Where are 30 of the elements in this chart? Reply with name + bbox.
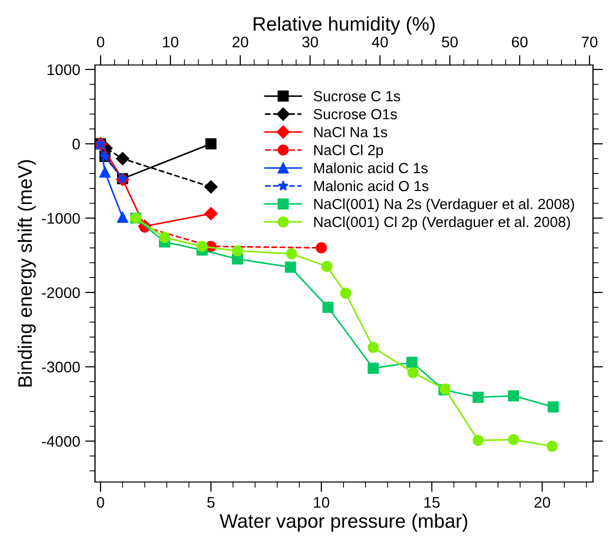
- x2-tick-label: 50: [442, 36, 458, 48]
- x2-axis-title: Relative humidity (%): [254, 16, 435, 35]
- x2-tick-label: 40: [372, 36, 388, 48]
- x-tick-label: 10: [314, 496, 330, 508]
- y-tick-label: 0: [72, 138, 80, 150]
- x2-tick-label: 20: [232, 36, 248, 48]
- y-tick-label: -3000: [42, 362, 80, 372]
- x2-tick-label: 10: [163, 36, 178, 48]
- legend-label: NaCl(001) Cl 2p (Verdaguer et al. 2008): [314, 216, 570, 230]
- x2-tick-label: 0: [96, 36, 104, 48]
- y-tick-label: -1000: [42, 212, 80, 224]
- x-axis-title: Water vapor pressure (mbar): [220, 514, 468, 532]
- legend-label: Sucrose C 1s: [314, 91, 400, 102]
- x-tick-label: 0: [96, 496, 104, 508]
- legend-label: NaCl Na 1s: [314, 126, 388, 138]
- x-tick-label: 20: [534, 496, 550, 508]
- x-tick-label: 5: [207, 497, 215, 508]
- y-axis-title: Binding energy shift (meV): [18, 160, 36, 386]
- legend-label: Sucrose O1s: [314, 108, 397, 120]
- x-tick-label: 15: [424, 497, 440, 508]
- y-tick-label: -2000: [42, 287, 80, 298]
- x2-tick-label: 70: [582, 36, 598, 48]
- legend-label: Malonic acid C 1s: [314, 162, 428, 174]
- legend-label: Malonic acid O 1s: [314, 180, 428, 192]
- x2-tick-label: 30: [302, 36, 318, 48]
- legend-label: NaCl(001) Na 2s (Verdaguer et al. 2008): [314, 198, 574, 212]
- legend-label: NaCl Cl 2p: [314, 144, 383, 158]
- y-tick-label: -4000: [42, 436, 80, 447]
- y-tick-label: 1000: [48, 64, 80, 76]
- x2-tick-label: 60: [512, 36, 528, 48]
